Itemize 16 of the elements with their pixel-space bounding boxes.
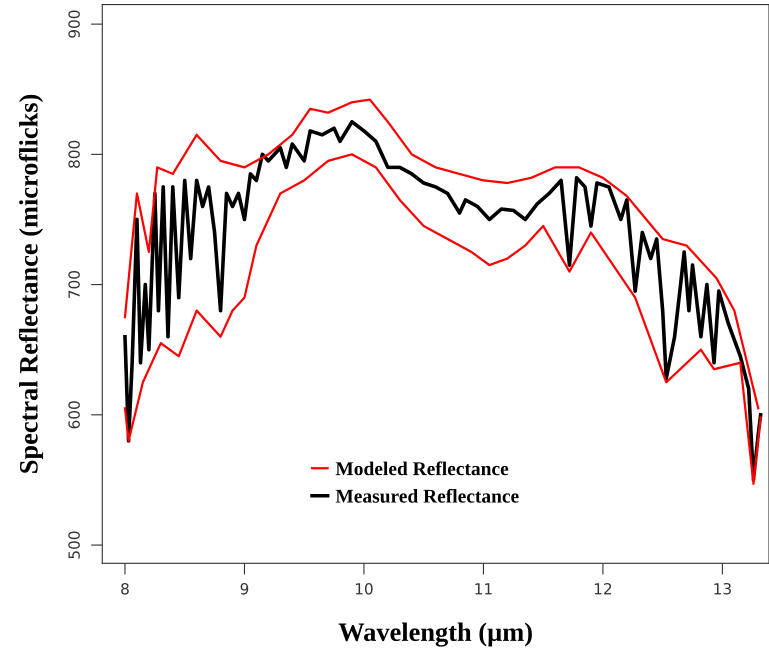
- y-tick-label: 700: [68, 271, 80, 298]
- y-tick-label: 800: [68, 140, 80, 168]
- x-tick-label: 9: [240, 583, 248, 595]
- y-axis-title: Spectral Reflectance (microflicks): [18, 94, 44, 473]
- x-tick-label: 10: [356, 583, 373, 595]
- x-tick-label: 13: [714, 583, 731, 595]
- x-tick-label: 11: [475, 583, 492, 594]
- line-series: [124, 98, 760, 410]
- y-tick-label: 600: [68, 401, 80, 428]
- x-axis-title: Wavelength (µm): [338, 622, 532, 647]
- y-tick-label: 500: [68, 532, 80, 558]
- y-tick-label: 900: [68, 10, 80, 38]
- legend-label: Measured Reflectance: [336, 488, 519, 503]
- x-tick-label: 12: [594, 583, 612, 594]
- legend-label: Modeled Reflectance: [336, 461, 508, 476]
- x-tick-label: 8: [121, 583, 129, 595]
